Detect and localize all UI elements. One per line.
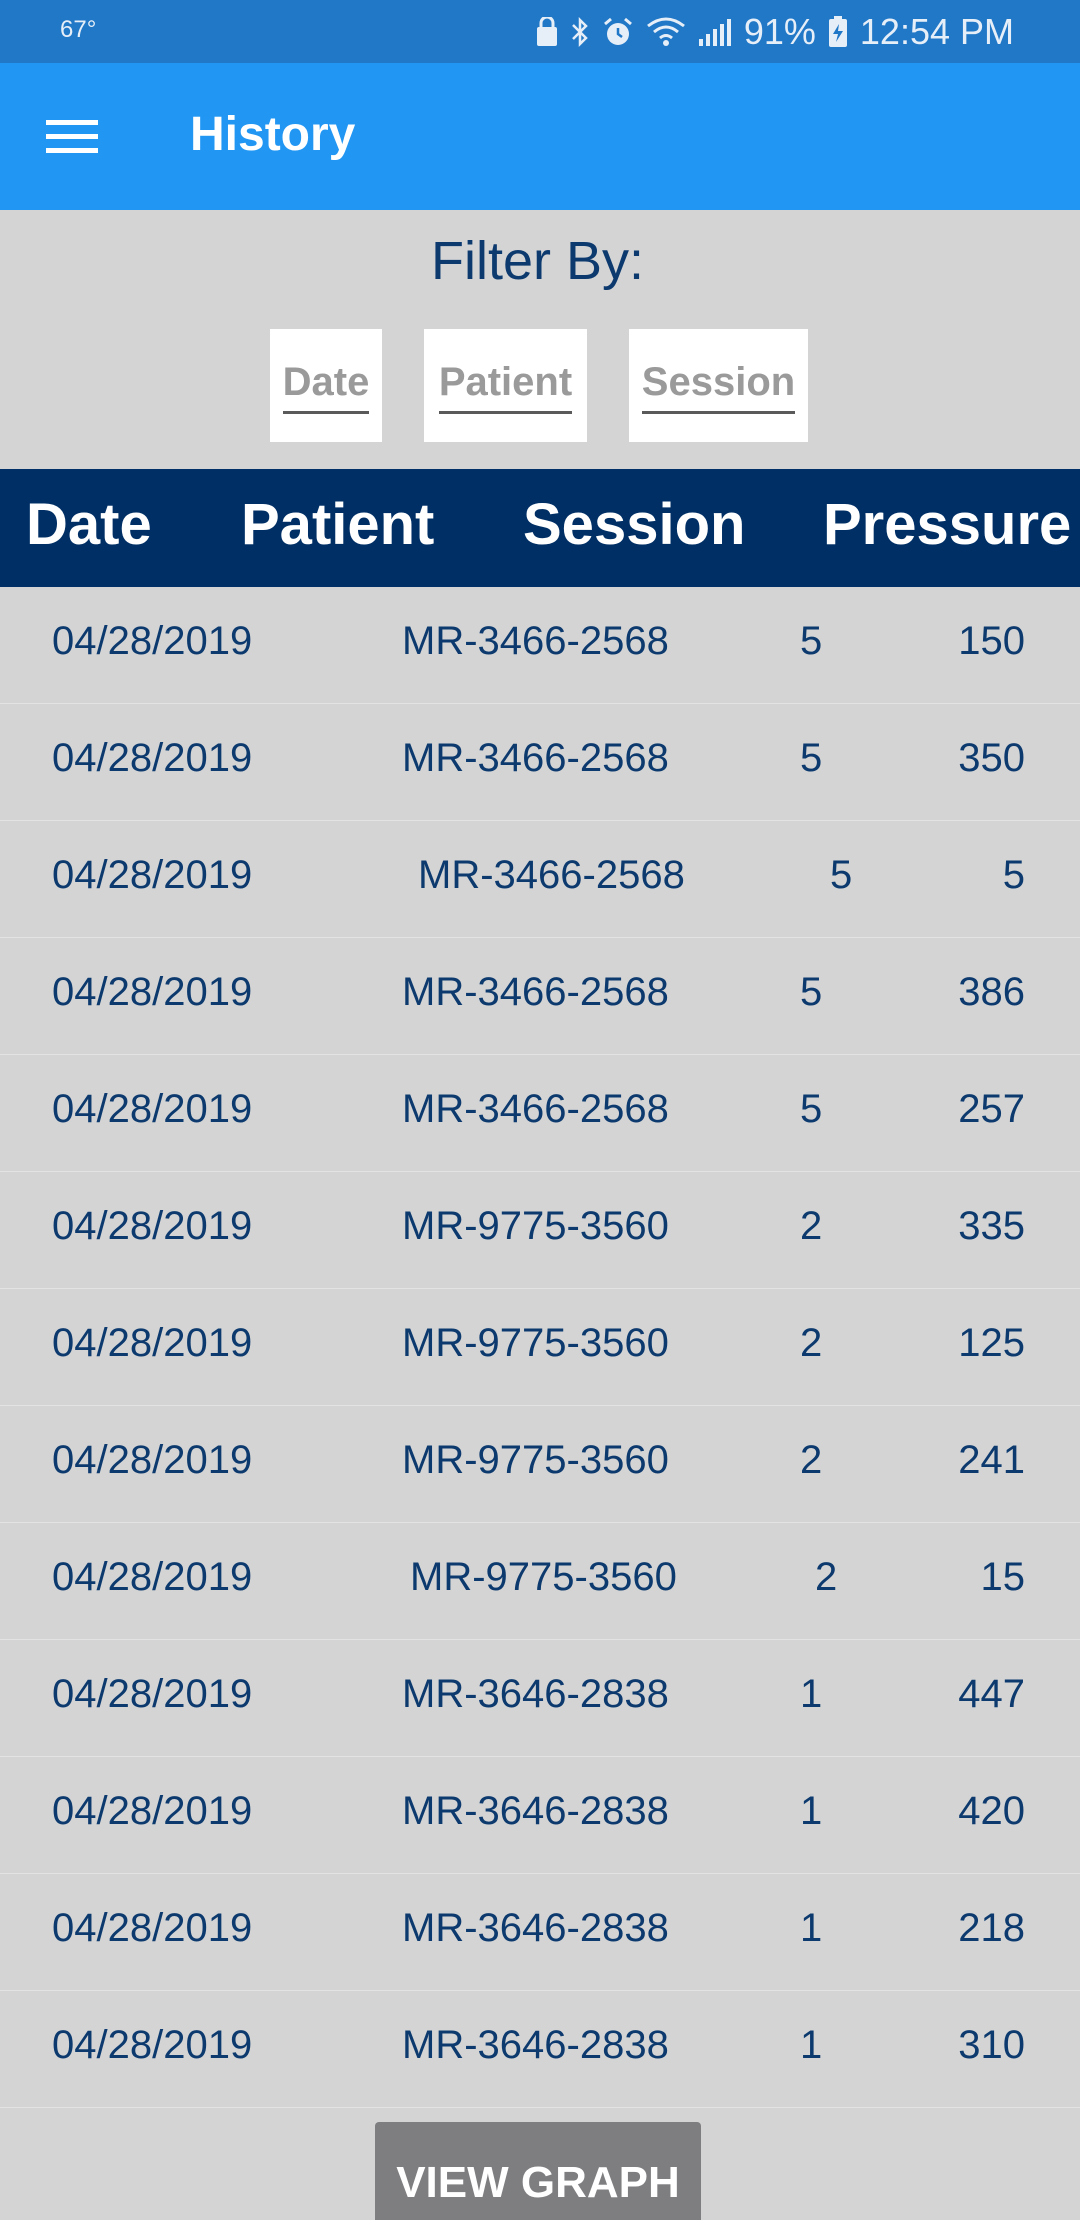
filter-session-label: Session [641,360,796,414]
cell-pressure: 350 [958,736,1025,780]
alarm-icon [602,16,634,48]
cell-patient: MR-3646-2838 [402,2023,669,2067]
cell-date: 04/28/2019 [52,853,253,897]
cell-patient: MR-9775-3560 [402,1204,669,1248]
cell-patient: MR-3466-2568 [402,736,669,780]
cell-pressure: 447 [958,1672,1025,1716]
cell-pressure: 125 [958,1321,1025,1365]
table-row[interactable]: 04/28/2019 MR-3646-2838 1 420 [0,1757,1080,1874]
cell-patient: MR-3466-2568 [418,853,685,897]
cell-date: 04/28/2019 [52,970,253,1014]
table-row[interactable]: 04/28/2019 MR-3466-2568 5 257 [0,1055,1080,1172]
cell-pressure: 257 [958,1087,1025,1131]
status-temperature: 67° [60,16,97,43]
status-time: 12:54 PM [859,11,1014,52]
table-row[interactable]: 04/28/2019 MR-3466-2568 5 350 [0,704,1080,821]
cell-session: 1 [800,1906,823,1950]
cell-date: 04/28/2019 [52,1906,253,1950]
cell-session: 2 [800,1321,823,1365]
cell-pressure: 218 [958,1906,1025,1950]
table-row[interactable]: 04/28/2019 MR-9775-3560 2 125 [0,1289,1080,1406]
table-row[interactable]: 04/28/2019 MR-3646-2838 1 447 [0,1640,1080,1757]
cell-date: 04/28/2019 [52,2023,253,2067]
history-table: 04/28/2019 MR-3466-2568 5 150 04/28/2019 MR-3… [0,587,1080,2108]
cell-date: 04/28/2019 [52,1672,253,1716]
header-date[interactable]: Date [26,492,152,557]
cell-pressure: 420 [958,1789,1025,1833]
battery-charging-icon [828,16,848,48]
cell-session: 2 [815,1555,838,1599]
signal-icon [698,17,732,47]
cell-session: 5 [800,736,823,780]
view-graph-label: VIEW GRAPH [396,2158,680,2207]
table-row[interactable]: 04/28/2019 MR-9775-3560 2 15 [0,1523,1080,1640]
cell-patient: MR-9775-3560 [402,1438,669,1482]
cell-session: 1 [800,1789,823,1833]
bluetooth-icon [570,16,590,48]
filter-label: Filter By: [430,231,645,291]
page-title: History [190,108,356,161]
wifi-icon [646,16,686,48]
battery-percent: 91% [743,11,816,52]
hamburger-menu-icon[interactable] [36,105,108,169]
cell-pressure: 241 [958,1438,1025,1482]
filter-session-button[interactable]: Session [629,329,808,442]
cell-pressure: 310 [958,2023,1025,2067]
cell-pressure: 15 [980,1555,1026,1599]
cell-date: 04/28/2019 [52,1321,253,1365]
table-row[interactable]: 04/28/2019 MR-9775-3560 2 335 [0,1172,1080,1289]
cell-patient: MR-3646-2838 [402,1789,669,1833]
status-bar: 67° [0,0,1080,63]
cell-session: 2 [800,1204,823,1248]
cell-patient: MR-3646-2838 [402,1672,669,1716]
cell-session: 2 [800,1438,823,1482]
lock-icon [536,17,558,47]
cell-pressure: 5 [1002,853,1025,897]
cell-session: 5 [800,619,823,663]
header-session[interactable]: Session [523,492,746,557]
cell-date: 04/28/2019 [52,1555,253,1599]
filter-patient-label: Patient [438,360,573,414]
cell-session: 1 [800,2023,823,2067]
cell-patient: MR-3466-2568 [402,619,669,663]
header-pressure[interactable]: Pressure [823,492,1072,557]
cell-pressure: 150 [958,619,1025,663]
table-row[interactable]: 04/28/2019 MR-3466-2568 5 5 [0,821,1080,938]
cell-pressure: 386 [958,970,1025,1014]
cell-session: 5 [800,970,823,1014]
cell-pressure: 335 [958,1204,1025,1248]
cell-patient: MR-9775-3560 [410,1555,677,1599]
filter-date-label: Date [282,360,370,414]
status-icons: 91% 12:54 PM [536,8,1014,56]
table-row[interactable]: 04/28/2019 MR-3466-2568 5 386 [0,938,1080,1055]
cell-date: 04/28/2019 [52,736,253,780]
cell-session: 5 [800,1087,823,1131]
cell-date: 04/28/2019 [52,1087,253,1131]
cell-patient: MR-9775-3560 [402,1321,669,1365]
cell-session: 1 [800,1672,823,1716]
table-header: Date Patient Session Pressure [0,469,1080,587]
table-row[interactable]: 04/28/2019 MR-9775-3560 2 241 [0,1406,1080,1523]
view-graph-button[interactable]: VIEW GRAPH [375,2122,701,2220]
app-bar: History [0,63,1080,210]
header-patient[interactable]: Patient [241,492,435,557]
table-row[interactable]: 04/28/2019 MR-3646-2838 1 218 [0,1874,1080,1991]
cell-patient: MR-3466-2568 [402,970,669,1014]
filter-date-button[interactable]: Date [270,329,382,442]
filter-patient-button[interactable]: Patient [424,329,587,442]
table-row[interactable]: 04/28/2019 MR-3466-2568 5 150 [0,587,1080,704]
cell-date: 04/28/2019 [52,1789,253,1833]
cell-patient: MR-3646-2838 [402,1906,669,1950]
cell-date: 04/28/2019 [52,1204,253,1248]
cell-patient: MR-3466-2568 [402,1087,669,1131]
cell-session: 5 [830,853,853,897]
table-row[interactable]: 04/28/2019 MR-3646-2838 1 310 [0,1991,1080,2108]
cell-date: 04/28/2019 [52,1438,253,1482]
cell-date: 04/28/2019 [52,619,253,663]
